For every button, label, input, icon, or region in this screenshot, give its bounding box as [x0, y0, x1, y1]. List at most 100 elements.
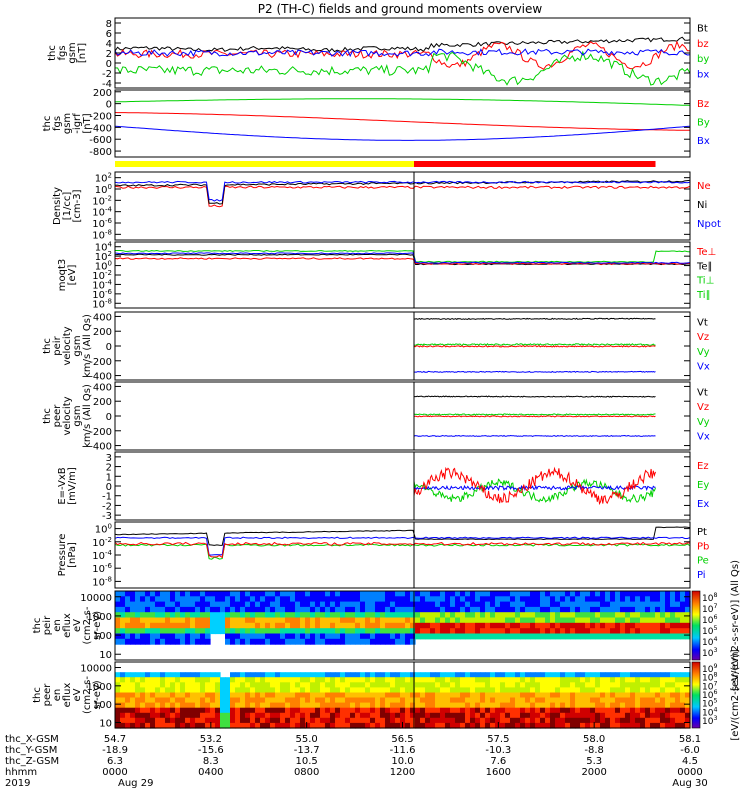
series-Vx-line [413, 370, 656, 373]
legend-Vt: Vt [697, 317, 708, 328]
series-bx-line [114, 48, 691, 58]
y-tick-label: -4 [102, 79, 112, 90]
x-tick-label: 55.0 [296, 734, 318, 745]
series-Npot-line [114, 180, 691, 202]
y-tick-label: 100 [93, 631, 112, 642]
x-row-label: thc_Y-GSM [5, 745, 57, 756]
legend-Vz: Vz [697, 402, 709, 413]
y-tick-label: 4 [106, 39, 112, 50]
spectrogram [115, 591, 691, 660]
x-tick-label: Aug 29 [118, 778, 153, 789]
x-row-label: hhmm [5, 767, 37, 778]
y-axis-label: Density[1/cc][cm-3] [52, 187, 83, 225]
series-lines [114, 172, 691, 240]
x-tick-label: -18.9 [102, 745, 128, 756]
status-bar [115, 161, 656, 167]
y-axis-label: thcpeirvelocitygsmkm/s (All Qs) [42, 314, 93, 378]
x-tick-label: 54.7 [104, 734, 126, 745]
legend: Pt Pb Pe Pi [697, 527, 709, 581]
series-by-line [114, 50, 691, 86]
y-axis-label: thcfgsgsm[nT] [47, 42, 88, 63]
x-row-label: thc_Z-GSM [5, 756, 59, 767]
panel-frame [114, 241, 691, 309]
y-tick-label: 100 [95, 260, 112, 273]
x-tick-label: -11.6 [390, 745, 416, 756]
series-Bx-line [114, 125, 691, 141]
y-tick-label: -200 [89, 111, 112, 122]
y-tick-label: 10-8 [92, 575, 112, 588]
y-tick-label: 104 [95, 241, 113, 254]
series-Bz-line [114, 112, 690, 131]
x-tick-label: 8.3 [203, 756, 219, 767]
y-axis-label: moqt3[eV] [57, 259, 78, 292]
legend-Te∥: Te∥ [696, 261, 713, 272]
y-tick-label: 0 [106, 59, 112, 70]
x-tick-label: -15.6 [198, 745, 224, 756]
series-Bt-line [114, 36, 691, 53]
legend-Ez: Ez [697, 461, 709, 472]
colorbar-tick-label: 106 [702, 689, 717, 701]
legend-Vx: Vx [697, 362, 710, 373]
series-Vt-line [413, 317, 656, 321]
y-tick-label: 10-2 [92, 194, 112, 207]
y-tick-label: -600 [89, 135, 112, 146]
series-Vt-line [414, 395, 656, 398]
panel-frame [114, 171, 691, 241]
series-Ti∥-line [114, 252, 691, 264]
series-lines [114, 522, 691, 588]
series-Ex-line [413, 484, 656, 492]
y-tick-label: 102 [95, 250, 112, 263]
panel-2: 2000-200-400-600-800thcfgsgsm-igrf[nT]Bz… [42, 88, 710, 158]
colorbar-tick-label: 109 [702, 663, 717, 675]
x-tick-label: 5.3 [586, 756, 602, 767]
series-Pi-line [114, 536, 691, 556]
x-tick-label: -10.3 [485, 745, 511, 756]
legend: Vt Vz Vy Vx [697, 317, 710, 372]
y-tick-label: -1 [102, 492, 112, 503]
legend-By: By [697, 117, 710, 128]
x-tick-label: 0400 [198, 767, 223, 778]
x-tick-label: 56.5 [391, 734, 413, 745]
x-tick-label: -6.0 [680, 745, 700, 756]
legend-by: by [697, 54, 709, 65]
x-tick-label: 58.1 [679, 734, 701, 745]
figure-title: P2 (TH-C) fields and ground moments over… [258, 2, 543, 16]
series-Te∥-line [114, 253, 691, 266]
legend: Vt Vz Vy Vx [697, 387, 710, 442]
legend-Vy: Vy [697, 417, 710, 428]
series-Pb-line [114, 541, 691, 559]
legend-bz: bz [697, 39, 709, 50]
y-tick-label: 10-4 [92, 549, 112, 562]
x-tick-label: 57.5 [487, 734, 509, 745]
y-tick-label: 10 [99, 650, 112, 661]
series-lines [413, 312, 656, 380]
y-tick-label: 10000 [80, 593, 112, 604]
y-tick-label: 200 [93, 88, 112, 99]
legend-Pe: Pe [697, 556, 709, 567]
y-tick-label: -2 [102, 69, 112, 80]
y-axis-label: thcpeirenefluxeV(cm2-s-sr-eV) [32, 606, 103, 644]
y-tick-label: 10 [99, 718, 112, 729]
series-Pe-line [114, 543, 691, 560]
legend-Ti⊥: Ti⊥ [696, 276, 714, 287]
y-tick-label: 2 [106, 49, 112, 60]
status-segment-yellow [115, 161, 414, 167]
series-lines [413, 452, 656, 520]
y-tick-label: -2 [102, 501, 112, 512]
colorbar-tick-label: 107 [702, 603, 717, 615]
y-ticks: 400 200 0 -200 -400 [89, 382, 690, 453]
series-Vy-line [413, 413, 656, 416]
colorbar-tick-label: 104 [702, 706, 717, 718]
series-By-line [114, 98, 691, 106]
legend-Pi: Pi [697, 570, 706, 581]
y-tick-label: 1000 [87, 612, 112, 623]
spectrogram [115, 662, 691, 729]
